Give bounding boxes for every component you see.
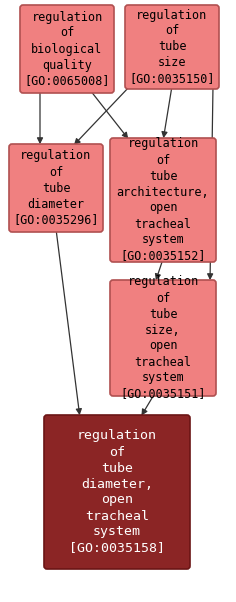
Text: regulation
of
tube
architecture,
open
tracheal
system
[GO:0035152]: regulation of tube architecture, open tr… bbox=[117, 137, 209, 262]
FancyBboxPatch shape bbox=[44, 415, 190, 569]
FancyBboxPatch shape bbox=[125, 5, 219, 89]
Text: regulation
of
biological
quality
[GO:0065008]: regulation of biological quality [GO:006… bbox=[24, 10, 110, 87]
Text: regulation
of
tube
size
[GO:0035150]: regulation of tube size [GO:0035150] bbox=[129, 8, 215, 85]
FancyBboxPatch shape bbox=[9, 144, 103, 232]
Text: regulation
of
tube
diameter,
open
tracheal
system
[GO:0035158]: regulation of tube diameter, open trache… bbox=[69, 429, 165, 554]
Text: regulation
of
tube
diameter
[GO:0035296]: regulation of tube diameter [GO:0035296] bbox=[13, 149, 99, 226]
FancyBboxPatch shape bbox=[110, 138, 216, 262]
FancyBboxPatch shape bbox=[110, 280, 216, 396]
FancyBboxPatch shape bbox=[20, 5, 114, 93]
Text: regulation
of
tube
size,
open
tracheal
system
[GO:0035151]: regulation of tube size, open tracheal s… bbox=[120, 276, 206, 400]
